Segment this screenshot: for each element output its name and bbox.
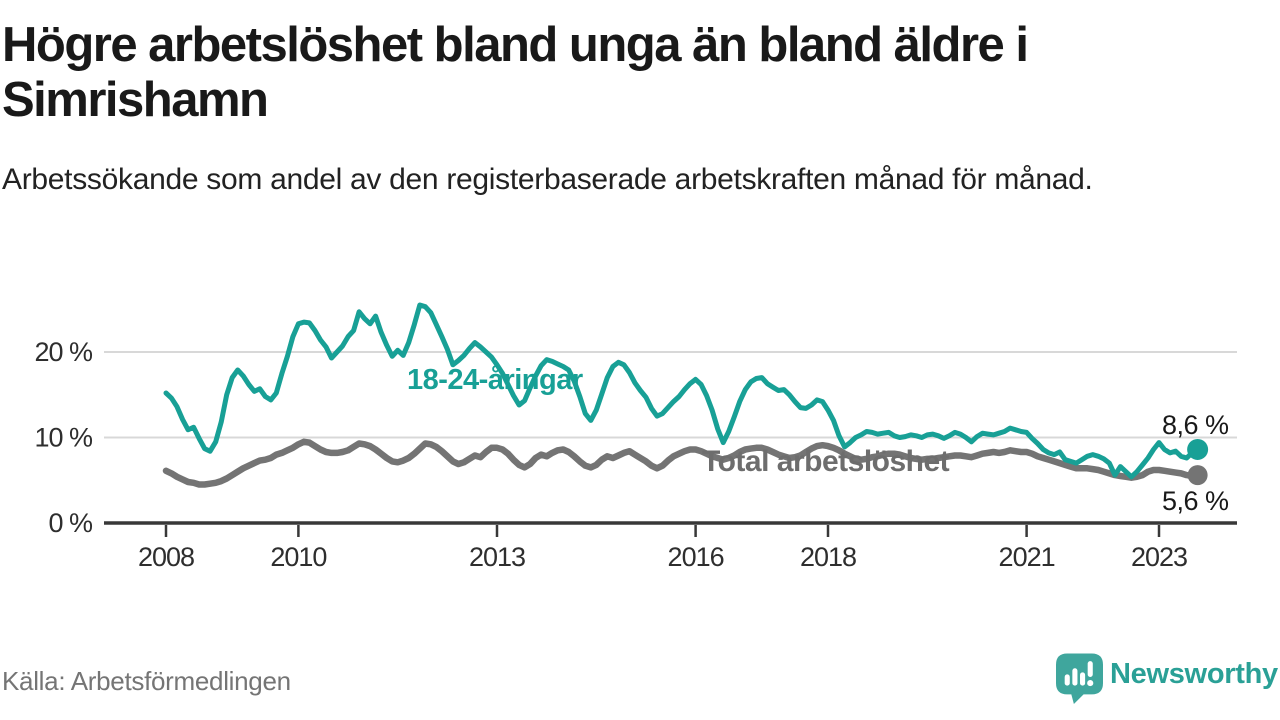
x-tick-label: 2010 <box>270 542 326 572</box>
y-tick-label: 20 % <box>34 337 93 367</box>
series-line-young <box>163 302 1201 480</box>
series-line-total <box>162 438 1201 488</box>
x-tick-label: 2021 <box>999 542 1055 572</box>
series-end-dot-young <box>1187 438 1209 460</box>
x-tick-label: 2023 <box>1131 542 1187 572</box>
x-tick-label: 2013 <box>469 542 525 572</box>
source-note: Källa: Arbetsförmedlingen <box>2 666 291 696</box>
y-tick-label: 0 % <box>48 508 93 538</box>
series-label-young: 18-24-åringar <box>407 364 583 396</box>
newsworthy-logo: Newsworthy <box>1056 653 1280 705</box>
end-value-label-total: 5,6 % <box>1162 486 1229 516</box>
page-title-line1: Högre arbetslöshet bland unga än bland ä… <box>2 18 1029 72</box>
x-tick-label: 2016 <box>668 542 724 572</box>
end-value-label-young: 8,6 % <box>1162 410 1229 440</box>
page-title-line2: Simrishamn <box>2 73 269 127</box>
brand-name: Newsworthy <box>1110 658 1278 690</box>
series-label-total: Total arbetslöshet <box>702 445 950 478</box>
x-tick-label: 2018 <box>800 542 856 572</box>
y-tick-label: 10 % <box>34 423 93 453</box>
page-title: Högre arbetslöshet bland unga än bland ä… <box>2 18 1274 128</box>
page-subtitle: Arbetssökande som andel av den registerb… <box>2 163 1093 196</box>
bar-chart-speech-bubble-icon <box>1056 653 1103 705</box>
x-tick-label: 2008 <box>138 542 194 572</box>
series-end-dot-total <box>1187 465 1208 486</box>
